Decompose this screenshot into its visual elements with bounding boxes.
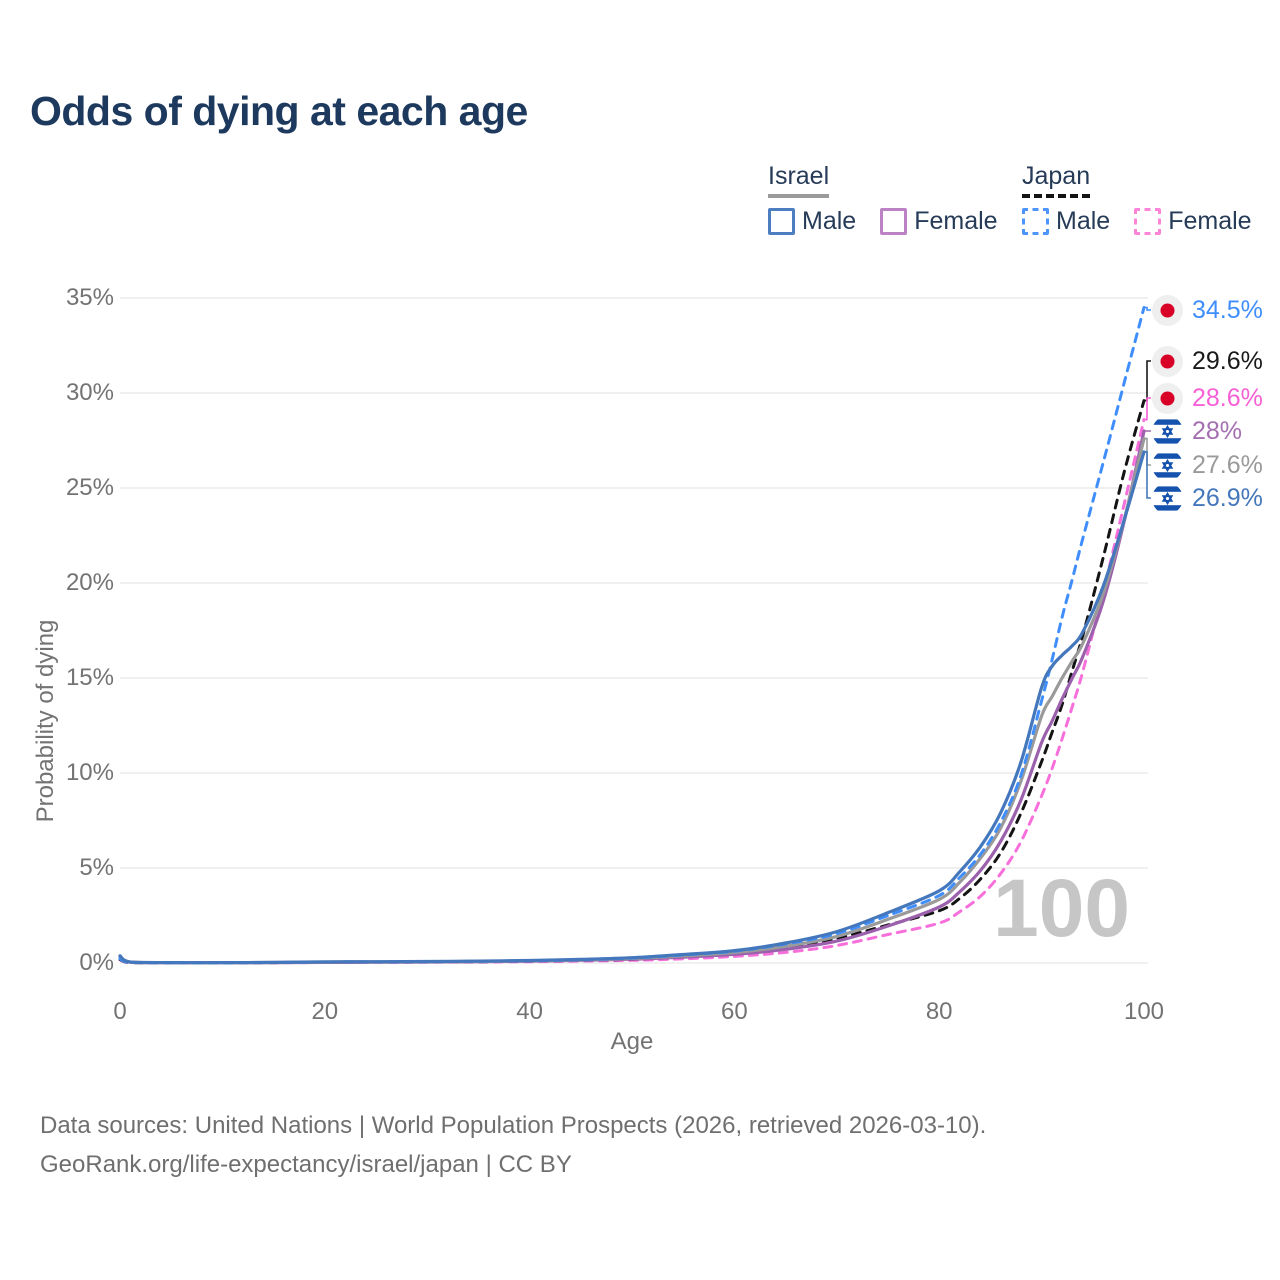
japan-female-swatch-icon	[1134, 208, 1162, 235]
legend-group-japan: Japan Male Female	[1022, 162, 1252, 236]
x-axis-title: Age	[610, 1028, 654, 1055]
mortality-curves	[118, 306, 1146, 965]
japan-male-swatch-icon	[1022, 208, 1049, 235]
y-axis-title: Probability of dying	[32, 619, 59, 823]
y-tick-label: 0%	[79, 949, 114, 976]
series-line-japan_male	[118, 306, 1146, 965]
end-label-value: 26.9%	[1192, 483, 1263, 512]
connector-line-japan_male	[1145, 306, 1151, 311]
japan-flag-icon	[1152, 382, 1183, 414]
israel-flag-icon	[1152, 482, 1183, 514]
japan-flag-icon	[1152, 294, 1183, 326]
legend-item-japan-female[interactable]: Female	[1134, 207, 1252, 236]
connector-line-japan_both	[1145, 360, 1151, 402]
legend-label: Female	[914, 207, 998, 235]
end-label-israel_male: 26.9%	[1152, 482, 1263, 514]
y-tick-label: 35%	[65, 284, 114, 311]
x-tick-label: 40	[516, 998, 543, 1025]
x-tick-label: 0	[113, 998, 127, 1025]
legend-label: Female	[1168, 207, 1252, 235]
connector-line-japan_female	[1145, 397, 1151, 421]
end-label-japan_female: 28.6%	[1152, 382, 1263, 414]
legend-group-israel: Israel Male Female	[768, 162, 998, 236]
end-label-japan_male: 34.5%	[1152, 294, 1263, 326]
end-label-value: 28%	[1192, 416, 1243, 445]
x-tick-label: 60	[721, 998, 748, 1025]
end-label-value: 28.6%	[1192, 383, 1263, 412]
end-label-japan_both: 29.6%	[1152, 345, 1263, 377]
series-line-japan_both	[118, 399, 1146, 965]
footer-line-2: GeoRank.org/life-expectancy/israel/japan…	[40, 1151, 572, 1178]
legend-item-japan-male[interactable]: Male	[1022, 207, 1110, 236]
y-tick-label: 20%	[65, 569, 114, 596]
x-tick-label: 100	[1123, 998, 1165, 1025]
page-title: Odds of dying at each age	[30, 88, 528, 134]
footer-line-1: Data sources: United Nations | World Pop…	[40, 1112, 987, 1139]
end-label-israel_female: 28%	[1152, 415, 1242, 447]
x-tick-label: 80	[925, 998, 953, 1025]
y-tick-label: 30%	[65, 379, 114, 406]
end-label-value: 29.6%	[1192, 346, 1263, 375]
series-line-israel_male	[118, 450, 1146, 965]
label-connector-lines	[1145, 306, 1151, 499]
y-tick-label: 15%	[65, 664, 114, 691]
legend-country-israel: Israel	[768, 162, 830, 198]
connector-line-israel_male	[1145, 451, 1151, 499]
series-line-israel_female	[118, 429, 1146, 965]
japan-flag-icon	[1152, 345, 1183, 377]
israel-male-swatch-icon	[768, 208, 795, 235]
y-tick-label: 10%	[65, 759, 114, 786]
series-line-japan_female	[118, 418, 1146, 965]
end-label-value: 27.6%	[1192, 450, 1263, 479]
x-tick-label: 20	[311, 998, 339, 1025]
legend-label: Male	[1056, 207, 1111, 235]
y-tick-label: 25%	[65, 474, 114, 501]
end-label-value: 34.5%	[1192, 295, 1263, 324]
israel-female-swatch-icon	[880, 208, 908, 235]
legend-country-japan: Japan	[1022, 162, 1091, 198]
israel-flag-icon	[1152, 415, 1183, 447]
legend-item-israel-male[interactable]: Male	[768, 207, 856, 236]
gridlines	[120, 297, 1148, 964]
end-label-israel_both: 27.6%	[1152, 449, 1263, 481]
age-watermark: 100	[993, 863, 1130, 954]
y-tick-label: 5%	[79, 854, 114, 881]
legend-label: Male	[802, 207, 857, 235]
legend-item-israel-female[interactable]: Female	[880, 207, 998, 236]
israel-flag-icon	[1152, 449, 1183, 481]
footer-attribution: Data sources: United Nations | World Pop…	[40, 1106, 986, 1184]
